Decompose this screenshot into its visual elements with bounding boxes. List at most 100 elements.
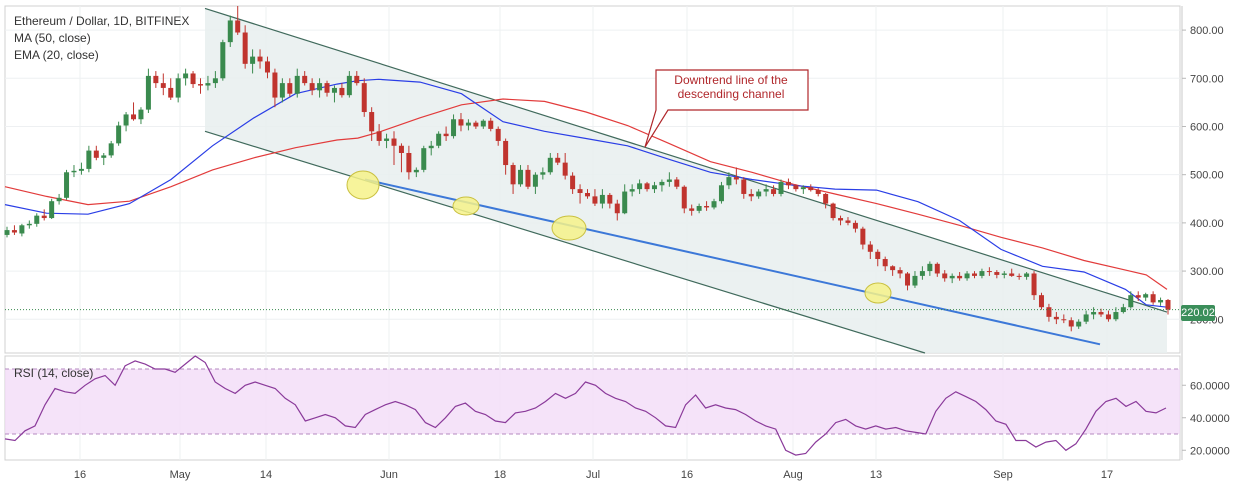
candle-up	[71, 170, 77, 173]
time-tick-label: 16	[74, 469, 86, 481]
candle-up	[212, 78, 218, 84]
candle-up	[637, 183, 643, 190]
candle-up	[696, 206, 702, 211]
candle-down	[592, 196, 598, 204]
candle-down	[525, 169, 531, 187]
candle-up	[1001, 273, 1007, 275]
candle-down	[131, 114, 137, 120]
highlight-ellipse	[452, 196, 480, 216]
candle-down	[607, 194, 613, 204]
candle-up	[666, 179, 672, 182]
candle-up	[227, 20, 233, 43]
candle-up	[64, 172, 70, 198]
candle-down	[287, 83, 293, 94]
candle-up	[979, 271, 985, 276]
candle-down	[458, 119, 464, 126]
candle-down	[1053, 316, 1059, 320]
candle-up	[250, 56, 256, 64]
candle-down	[398, 145, 404, 153]
annotation-line-1: Downtrend line of the	[674, 73, 788, 87]
candle-down	[860, 228, 866, 245]
time-tick-label: Jun	[380, 469, 398, 481]
rsi-tick-label: 20.0000	[1190, 445, 1230, 457]
candle-up	[718, 185, 724, 202]
candle-down	[771, 189, 777, 194]
candle-up	[540, 172, 546, 175]
candle-down	[1038, 295, 1044, 308]
candle-down	[302, 75, 308, 84]
price-tick-label: 400.00	[1190, 218, 1224, 230]
candle-up	[651, 185, 657, 190]
rsi-tick-label: 60.0000	[1190, 380, 1230, 392]
price-tick-label: 800.00	[1190, 25, 1224, 37]
candle-up	[1076, 321, 1082, 327]
candle-down	[354, 75, 360, 84]
candle-down	[890, 266, 896, 271]
price-tick-label: 300.00	[1190, 266, 1224, 278]
candle-down	[577, 189, 583, 193]
channel-lower-line	[204, 130, 926, 354]
candle-up	[346, 75, 352, 96]
annotation-line-2: descending channel	[677, 87, 785, 101]
candle-down	[838, 218, 844, 221]
ma50-legend: MA (50, close)	[14, 31, 91, 45]
candle-up	[138, 109, 144, 120]
candle-down	[1068, 320, 1074, 327]
candle-down	[852, 222, 858, 229]
candle-up	[331, 87, 337, 93]
candle-up	[220, 42, 226, 79]
candle-down	[897, 270, 903, 274]
candle-up	[205, 83, 211, 86]
candle-up	[49, 201, 55, 219]
candle-up	[436, 133, 442, 146]
last-price-tag: 220.02	[1181, 305, 1215, 321]
candle-down	[11, 230, 17, 233]
candle-up	[1024, 273, 1030, 277]
time-tick-label: 17	[1101, 469, 1113, 481]
candle-down	[957, 275, 963, 279]
time-tick-label: 18	[494, 469, 506, 481]
highlight-ellipse	[346, 170, 380, 200]
ma50-line	[4, 98, 1168, 290]
candle-up	[86, 150, 92, 169]
candle-down	[190, 73, 196, 85]
candle-down	[473, 122, 479, 127]
candle-down	[1165, 299, 1171, 310]
candle-up	[964, 273, 970, 279]
candle-up	[116, 125, 122, 144]
candle-up	[34, 215, 40, 224]
candle-up	[518, 169, 524, 185]
candle-up	[175, 78, 181, 98]
candle-down	[905, 273, 911, 286]
candle-up	[183, 73, 189, 79]
candle-up	[949, 275, 955, 279]
candle-up	[428, 145, 434, 149]
candle-down	[875, 251, 881, 260]
candle-up	[659, 181, 665, 186]
candle-down	[815, 190, 821, 194]
candle-down	[376, 131, 382, 141]
downtrend-annotation: Downtrend line of the descending channel	[659, 73, 803, 101]
candle-down	[942, 273, 948, 279]
channel-upper-line	[204, 7, 1168, 313]
candle-down	[242, 32, 248, 64]
candle-down	[793, 185, 799, 190]
candle-down	[689, 208, 695, 211]
support-trendline	[364, 178, 1101, 346]
time-tick-label: Jul	[586, 469, 600, 481]
candle-up	[78, 168, 84, 171]
channel-fill	[205, 8, 1167, 353]
price-tick-label: 700.00	[1190, 73, 1224, 85]
candle-down	[1150, 294, 1156, 303]
rsi-title: RSI (14, close)	[14, 366, 94, 380]
time-tick-label: Aug	[783, 469, 803, 481]
candle-up	[1143, 294, 1149, 298]
candle-down	[339, 87, 345, 96]
candle-down	[704, 206, 710, 208]
candle-down	[361, 83, 367, 113]
time-tick-label: 14	[260, 469, 272, 481]
candle-up	[1091, 312, 1097, 315]
rsi-line	[4, 355, 1167, 456]
